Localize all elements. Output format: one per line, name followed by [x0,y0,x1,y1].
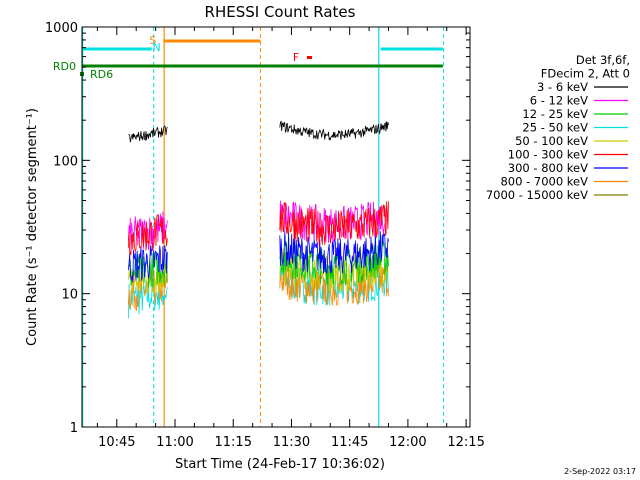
legend-entry-label: 12 - 25 keV [522,107,588,121]
legend-header: Det 3f,6f, [576,53,630,67]
flag-marker-f [306,56,312,59]
series-6-segment-0 [128,244,168,283]
y-tick-label: 1 [70,421,78,436]
series-6-segment-1 [279,230,389,274]
y-axis-label: Count Rate (s⁻¹ detector segment⁻¹) [25,108,40,346]
series-0-segment-1 [279,120,389,141]
flag-label-rd6: RD6 [90,68,113,81]
x-axis: 10:45 11:00 11:15 11:30 11:45 12:00 12:15 [96,27,485,450]
legend-entry-label: 6 - 12 keV [530,94,588,108]
x-tick-label: 11:30 [273,435,310,450]
x-tick-label: 12:00 [389,435,426,450]
legend-entry-label: 300 - 800 keV [508,161,588,175]
legend-header: FDecim 2, Att 0 [541,67,630,81]
y-tick-label: 100 [53,154,78,169]
series-5-segment-1 [279,201,389,247]
flag-label-n: N [152,41,160,54]
timestamp: 2-Sep-2022 03:17 [564,467,636,476]
series-5-segment-0 [128,214,168,256]
x-tick-label: 11:00 [156,435,193,450]
x-axis-label: Start Time (24-Feb-17 10:36:02) [175,457,385,472]
y-axis: 1 10 100 1000 [45,21,470,436]
plot-frame [81,26,471,428]
legend-entry-label: 3 - 6 keV [537,80,588,94]
legend-entry-label: 100 - 300 keV [508,148,588,162]
legend-entry-label: 25 - 50 keV [522,121,588,135]
x-tick-label: 11:15 [215,435,252,450]
legend-entry-label: 50 - 100 keV [515,134,588,148]
y-tick-label: 10 [61,288,78,303]
series-0-segment-0 [128,125,168,143]
flag-label-rd0: RD0 [53,60,76,73]
series-1-segment-1 [279,200,389,244]
flag-label-f: F [293,51,299,64]
x-tick-label: 11:45 [331,435,368,450]
series-4-segment-0 [128,261,168,295]
legend-entry-label: 800 - 7000 keV [500,175,588,189]
legend-entry-label: 7000 - 15000 keV [486,188,588,202]
x-tick-label: 10:45 [98,435,135,450]
y-tick-label: 1000 [45,21,78,36]
chart-title: RHESSI Count Rates [205,3,356,21]
flag-bars: RD0 RD6 SN F [53,34,443,81]
x-tick-label: 12:15 [447,435,484,450]
flag-label-s: S [149,34,156,47]
data-traces [128,120,389,319]
